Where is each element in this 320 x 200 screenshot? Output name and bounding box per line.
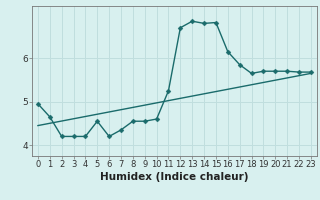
X-axis label: Humidex (Indice chaleur): Humidex (Indice chaleur) bbox=[100, 172, 249, 182]
